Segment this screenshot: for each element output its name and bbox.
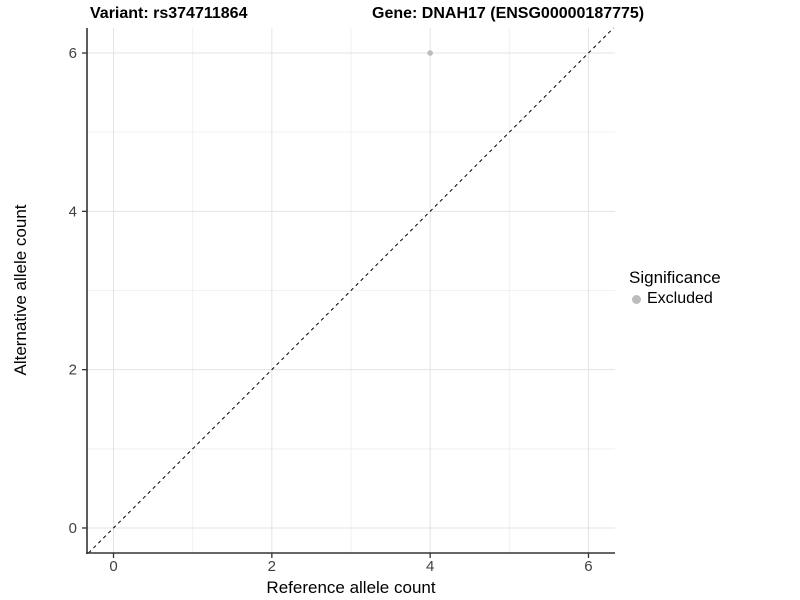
legend: Significance Excluded [629, 268, 721, 308]
gene-title: Gene: DNAH17 (ENSG00000187775) [372, 5, 645, 22]
legend-point-icon [632, 294, 641, 304]
y-tick-label: 0 [69, 520, 77, 537]
y-tick-label: 4 [69, 203, 77, 220]
x-tick-label: 0 [109, 558, 117, 575]
x-tick-label: 4 [426, 558, 434, 575]
identity-line [88, 27, 614, 554]
y-tick-label: 2 [69, 362, 77, 379]
data-point [427, 50, 433, 56]
legend-title: Significance [629, 268, 721, 287]
legend-item-excluded: Excluded [629, 290, 721, 308]
x-tick-label: 6 [584, 558, 592, 575]
x-axis-title: Reference allele count [266, 578, 436, 597]
legend-item-label: Excluded [647, 290, 713, 307]
variant-title: Variant: rs374711864 [90, 5, 248, 22]
y-tick-label: 6 [69, 45, 77, 62]
x-tick-label: 2 [268, 558, 276, 575]
